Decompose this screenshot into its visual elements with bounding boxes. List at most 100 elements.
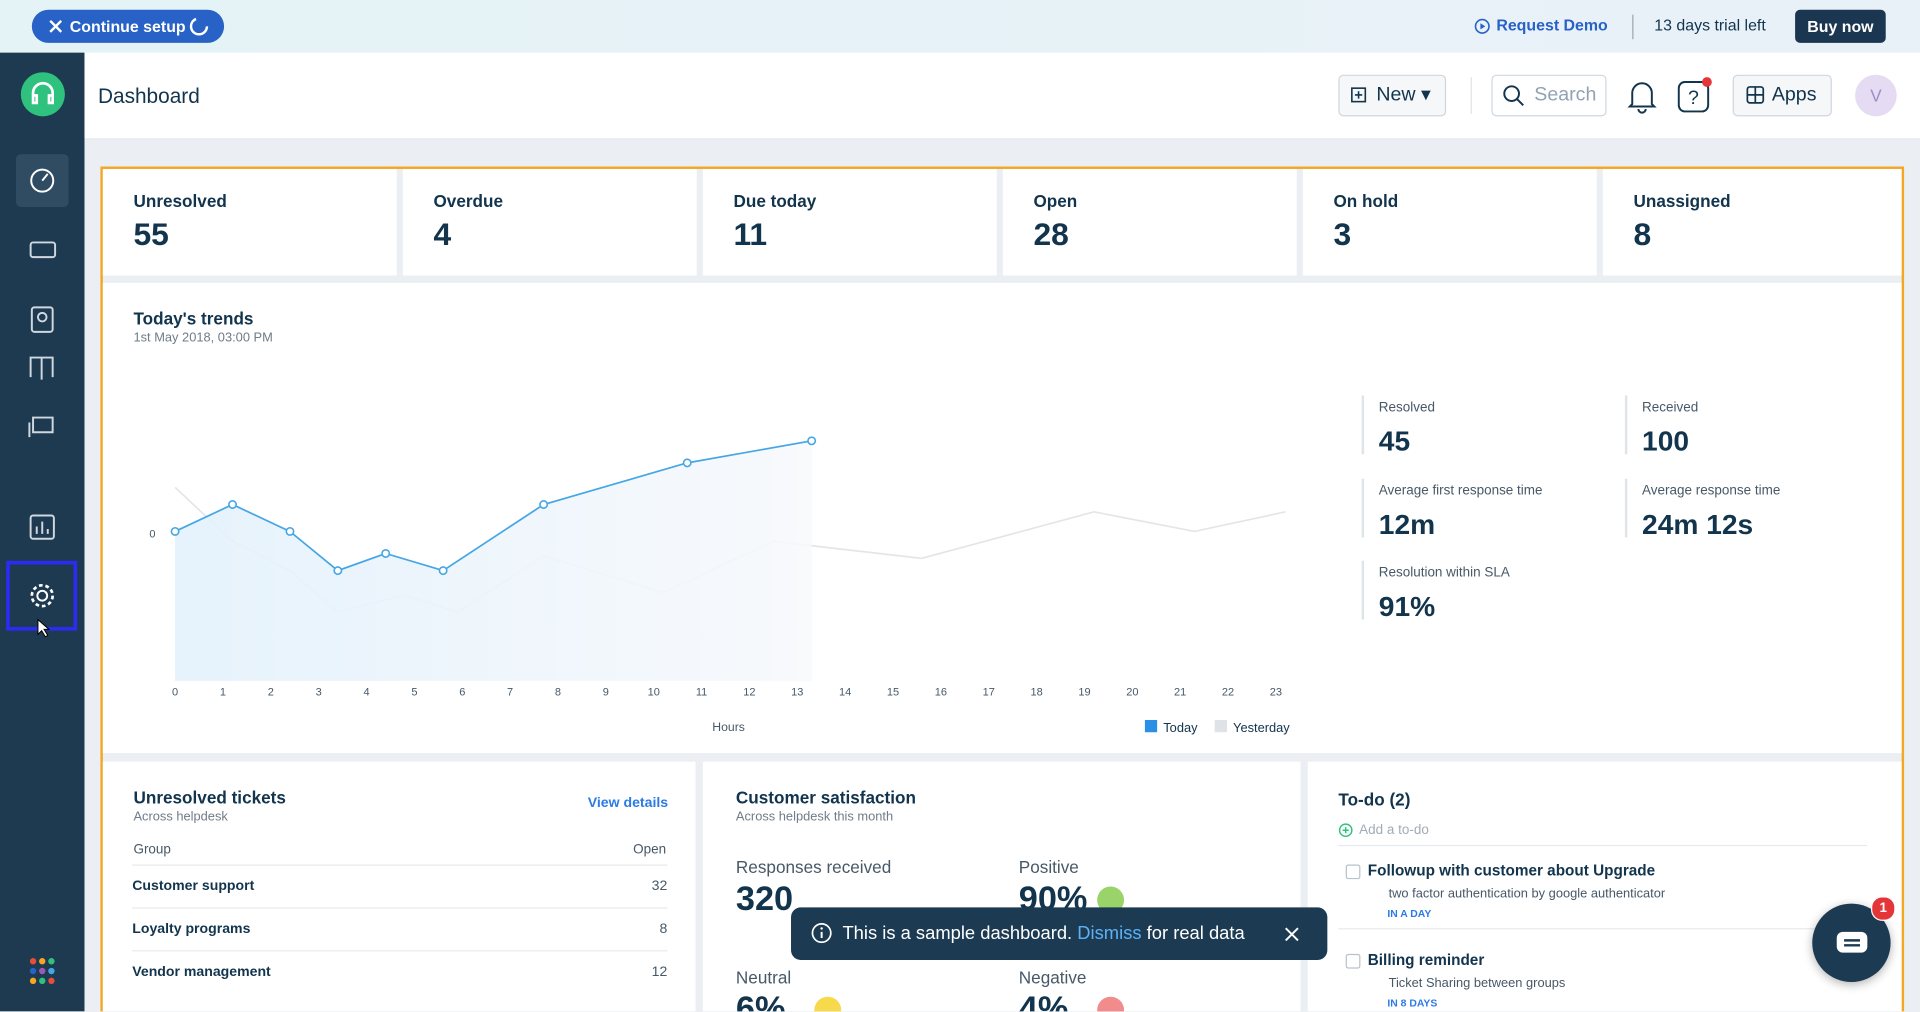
plus-icon bbox=[1351, 87, 1367, 103]
open-count: 8 bbox=[659, 922, 668, 937]
x-tick-label: 12 bbox=[743, 687, 755, 699]
sat-label: Positive bbox=[1018, 857, 1079, 877]
logo[interactable] bbox=[20, 72, 65, 117]
stat-value: 3 bbox=[1333, 215, 1352, 253]
stat-card: Open 28 bbox=[1002, 168, 1297, 276]
help-icon[interactable]: ? bbox=[1676, 76, 1715, 115]
add-icon bbox=[1338, 823, 1353, 838]
metric-label: Average response time bbox=[1642, 483, 1781, 499]
sat-value: 6% bbox=[735, 989, 786, 1012]
dashboard-nav[interactable] bbox=[15, 154, 69, 207]
progress-ring bbox=[189, 17, 209, 36]
forums-nav[interactable] bbox=[28, 416, 54, 438]
toast-message: This is a sample dashboard. bbox=[842, 923, 1073, 945]
stat-label: Due today bbox=[733, 191, 817, 211]
request-demo-link[interactable]: Request Demo bbox=[1496, 15, 1608, 35]
metric-label: Average first response time bbox=[1378, 483, 1543, 499]
new-text: New bbox=[1376, 84, 1416, 106]
todo-due: IN 8 DAYS bbox=[1387, 996, 1438, 1009]
open-count: 12 bbox=[651, 964, 668, 980]
stat-label: On hold bbox=[1333, 191, 1399, 211]
continue-setup-button[interactable]: Continue setup bbox=[31, 9, 225, 43]
column-header: Group bbox=[133, 842, 171, 858]
stat-label: Unresolved bbox=[133, 191, 227, 211]
focus-outline bbox=[100, 166, 1905, 1012]
add-todo-input[interactable]: Add a to-do bbox=[1359, 822, 1429, 838]
legend-swatch bbox=[1214, 720, 1227, 733]
sat-face bbox=[814, 996, 842, 1012]
tickets-nav[interactable] bbox=[29, 241, 57, 259]
sidebar bbox=[0, 52, 85, 1012]
stat-label: Overdue bbox=[433, 191, 504, 211]
point bbox=[285, 526, 295, 536]
metric-value: 24m 12s bbox=[1642, 508, 1754, 540]
buy-now-button[interactable]: Buy now bbox=[1795, 9, 1886, 43]
x-tick-label: 22 bbox=[1222, 687, 1234, 699]
apps-icon bbox=[1746, 86, 1765, 104]
sat-label: Responses received bbox=[735, 857, 892, 877]
header: Dashboard New ▾ Search ? Apps V bbox=[84, 52, 1920, 140]
view-details-link[interactable]: View details bbox=[587, 795, 669, 811]
x-tick-label: 17 bbox=[983, 687, 995, 699]
solutions-nav[interactable] bbox=[29, 356, 54, 380]
x-tick-label: 16 bbox=[935, 687, 947, 699]
tools-icon bbox=[49, 19, 63, 33]
dismiss-link[interactable]: Dismiss bbox=[1077, 923, 1142, 945]
notifications-icon[interactable] bbox=[1625, 77, 1659, 114]
search-box[interactable]: Search bbox=[1491, 74, 1607, 117]
stat-value: 55 bbox=[133, 215, 169, 253]
checkbox bbox=[1345, 953, 1361, 969]
todo-detail: Ticket Sharing between groups bbox=[1388, 975, 1566, 991]
search-icon bbox=[1503, 85, 1524, 106]
y-tick-label: 0 bbox=[149, 529, 155, 541]
trends-chart: 0 1 2 3 4 5 6 7 8 9 10 11 12 13 14 15 16 17 18 19 20 21 22 230H… bbox=[149, 436, 1290, 735]
x-tick-label: 8 bbox=[555, 687, 561, 699]
x-tick-label: 23 bbox=[1270, 687, 1282, 699]
unresolved-title: Unresolved tickets bbox=[133, 787, 286, 807]
apps-grid-icon[interactable] bbox=[29, 958, 55, 985]
setup-text: Continue setup bbox=[69, 17, 186, 36]
chat-icon bbox=[1836, 931, 1868, 953]
sidebar-icons bbox=[6, 72, 78, 985]
group-name: Vendor management bbox=[132, 964, 271, 980]
close-toast[interactable] bbox=[1284, 927, 1299, 942]
x-axis-label: Hours bbox=[712, 720, 745, 734]
contacts-nav[interactable] bbox=[30, 306, 54, 333]
metric-divider bbox=[1361, 478, 1365, 538]
x-tick-label: 2 bbox=[268, 687, 274, 699]
today-area bbox=[175, 440, 812, 681]
svg-text:?: ? bbox=[1688, 87, 1699, 109]
metric-value: 12m bbox=[1378, 508, 1436, 540]
point bbox=[381, 549, 391, 558]
x-tick-label: 20 bbox=[1126, 687, 1138, 699]
sat-face bbox=[1097, 996, 1125, 1012]
avatar[interactable]: V bbox=[1855, 74, 1897, 117]
stat-value: 11 bbox=[733, 215, 768, 253]
toast-text: This is a sample dashboard. Dismiss for … bbox=[842, 907, 1244, 960]
metric-label: Resolved bbox=[1378, 400, 1435, 416]
play-icon bbox=[1474, 18, 1490, 34]
unresolved-subtitle: Across helpdesk bbox=[133, 809, 228, 825]
stat-value: 8 bbox=[1633, 215, 1652, 253]
stat-card: Due today 11 bbox=[702, 168, 997, 276]
trial-text: 13 days trial left bbox=[1654, 15, 1766, 35]
reports-nav[interactable] bbox=[29, 514, 55, 540]
chat-widget[interactable]: 1 bbox=[1812, 896, 1896, 983]
admin-nav-highlight[interactable] bbox=[6, 560, 78, 631]
metric-value: 100 bbox=[1642, 424, 1690, 457]
point bbox=[170, 526, 180, 536]
stat-label: Unassigned bbox=[1633, 191, 1731, 211]
stat-label: Open bbox=[1033, 191, 1078, 211]
satisfaction-subtitle: Across helpdesk this month bbox=[735, 809, 894, 825]
todo-title: Billing reminder bbox=[1367, 951, 1485, 969]
trends-card: Today's trends 1st May 2018, 03:00 PM 0 1… bbox=[102, 282, 1902, 754]
chat-badge: 1 bbox=[1871, 896, 1896, 921]
cursor bbox=[37, 618, 51, 638]
sat-value: 320 bbox=[735, 879, 794, 918]
point bbox=[539, 500, 549, 509]
toast-rest: for real data bbox=[1146, 923, 1245, 945]
todo-title: To-do (2) bbox=[1338, 789, 1411, 810]
sat-label: Neutral bbox=[735, 967, 792, 987]
